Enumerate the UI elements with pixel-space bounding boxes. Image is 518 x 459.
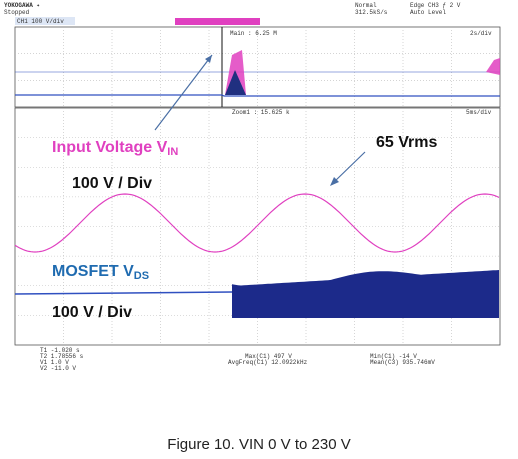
measure: Min(C1) -14 V <box>370 353 417 360</box>
trigger-level: Auto Level <box>410 9 446 16</box>
measure: Mean(C3) 935.746mV <box>370 359 435 366</box>
zoom-panel: Zoom1 : 15.625 k 5ms/div <box>14 107 501 346</box>
vds-burst <box>232 270 499 318</box>
measurements: T1 -1.020 s T2 1.78556 s V1 1.0 V V2 -11… <box>40 347 435 372</box>
main-points: Main : 6.25 M <box>230 30 277 37</box>
arrowhead <box>205 55 212 63</box>
main-panel: 2s/div Main : 6.25 M <box>14 26 501 108</box>
measure: T2 1.78556 s <box>40 353 84 360</box>
main-timebase: 2s/div <box>470 30 492 37</box>
rms: 65 Vrms <box>376 134 437 151</box>
mosfet-label: MOSFET VDS <box>52 263 149 282</box>
mode: Normal <box>355 2 377 9</box>
zoom-bar <box>175 18 260 25</box>
sample-rate: 312.5kS/s <box>355 9 388 16</box>
arrowhead <box>330 177 339 186</box>
arrow <box>154 54 213 131</box>
measure: Max(C1) 497 V <box>245 353 292 360</box>
measure: AvgFreq(C1) 12.0922kHz <box>228 359 308 366</box>
zoom-timebase: 5ms/div <box>466 109 492 116</box>
vds-flat <box>14 291 233 295</box>
measure: V2 -11.0 V <box>40 365 76 372</box>
mosfet-scale: 100 V / Div <box>52 304 132 321</box>
scope-header: YOKOGAWA ✦ Stopped Normal 312.5kS/s Edge… <box>4 2 461 25</box>
arrow <box>332 151 366 184</box>
main-grid <box>15 27 500 107</box>
input-scale: 100 V / Div <box>72 175 152 192</box>
input-label: Input Voltage VIN <box>52 139 178 158</box>
main-vds <box>15 94 500 97</box>
trigger: Edge CH3 ƒ 2 V <box>410 2 461 9</box>
annotations: Input Voltage VIN 100 V / Div 65 Vrms MO… <box>52 54 437 321</box>
main-vds-burst <box>225 70 246 95</box>
main-vin-end <box>486 58 500 75</box>
zoom-grid <box>15 108 500 345</box>
caption: Figure 10. VIN 0 V to 230 V <box>167 436 350 453</box>
brand: YOKOGAWA ✦ <box>4 2 40 9</box>
measure: T1 -1.020 s <box>40 347 80 354</box>
channel-box <box>15 17 75 25</box>
channel: CH1 100 V/div <box>17 18 64 25</box>
vin-wave <box>14 193 500 253</box>
status: Stopped <box>4 9 30 16</box>
measure: V1 1.0 V <box>40 359 69 366</box>
zoom-points: Zoom1 : 15.625 k <box>232 109 290 116</box>
